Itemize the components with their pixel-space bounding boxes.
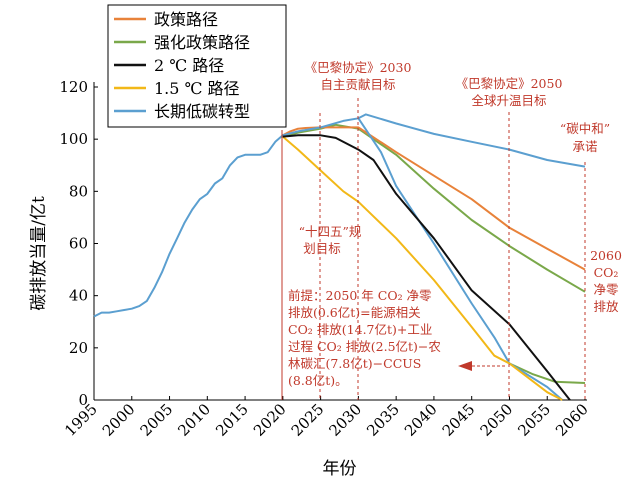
fyp-label-2: 划目标: [303, 241, 341, 256]
y-tick-label: 0: [78, 391, 88, 409]
series-line-5: [509, 362, 586, 384]
x-tick-label: 2000: [99, 400, 139, 440]
y-tick-label: 40: [69, 287, 88, 305]
series-line-3: [282, 135, 563, 401]
premise-line-3: CO₂ 排放(14.7亿t)+工业: [288, 322, 432, 337]
carbon-neutral-label-2: 承诺: [572, 139, 597, 154]
y-axis-title: 碳排放当量/亿t: [29, 196, 49, 311]
y-tick-label: 100: [59, 130, 88, 148]
x-tick-label: 2050: [477, 400, 517, 440]
annotation-layer: 《巴黎协定》2030 自主贡献目标 《巴黎协定》2050 全球升温目标 “碳中和…: [281, 60, 622, 400]
neutral2060-label-3: 净零: [593, 282, 619, 297]
series-line-4: [93, 117, 563, 401]
x-tick-label: 2035: [363, 400, 403, 440]
legend-label: 1.5 ℃ 路径: [154, 79, 240, 98]
premise-line-2: 排放(0.6亿t)=能源相关: [288, 305, 421, 320]
axes: 0204060801001201995200020052010201520202…: [29, 78, 592, 479]
x-tick-label: 2005: [137, 400, 177, 440]
series-layer: [93, 113, 586, 401]
x-tick-label: 2055: [514, 400, 554, 440]
y-tick-label: 80: [69, 182, 88, 200]
x-tick-label: 1995: [61, 400, 101, 440]
premise-line-6: (8.8亿t)。: [288, 373, 348, 388]
x-tick-label: 2030: [325, 400, 365, 440]
neutral2060-label-2: CO₂: [594, 265, 619, 280]
x-tick-label: 2040: [401, 400, 441, 440]
series-line-0: [282, 126, 586, 271]
paris2030-label-2: 自主贡献目标: [320, 77, 395, 92]
fyp-label-1: “十四五”规: [299, 224, 362, 239]
arrow-head-icon: [458, 361, 472, 371]
paris2030-label-1: 《巴黎协定》2030: [305, 60, 412, 75]
neutral2060-label-1: 2060: [590, 248, 622, 263]
series-line-6: [357, 113, 586, 168]
paris2050-label-2: 全球升温目标: [471, 93, 546, 108]
y-tick-label: 120: [59, 78, 88, 96]
legend-label: 强化政策路径: [154, 33, 250, 52]
premise-line-1: 前提：2050 年 CO₂ 净零: [288, 288, 432, 303]
legend-label: 政策路径: [154, 10, 218, 29]
x-tick-label: 2045: [439, 400, 479, 440]
x-tick-label: 2010: [174, 400, 214, 440]
carbon-neutral-label-1: “碳中和”: [560, 121, 610, 136]
x-tick-label: 2020: [250, 400, 290, 440]
premise-line-4: 过程 CO₂ 排放(2.5亿t)−农: [288, 339, 441, 354]
series-line-2: [282, 134, 571, 401]
premise-line-5: 林碳汇(7.8亿t)−CCUS: [288, 356, 421, 371]
y-tick-label: 20: [69, 339, 88, 357]
x-tick-label: 2025: [288, 400, 328, 440]
x-tick-label: 2060: [552, 400, 592, 440]
series-line-1: [282, 123, 586, 293]
x-tick-label: 2015: [212, 400, 252, 440]
neutral2060-label-4: 排放: [593, 299, 619, 314]
legend-label: 2 ℃ 路径: [154, 56, 224, 75]
legend-label: 长期低碳转型: [154, 102, 250, 121]
paris2050-label-1: 《巴黎协定》2050: [456, 76, 563, 91]
x-axis-title: 年份: [323, 459, 357, 479]
y-tick-label: 60: [69, 235, 88, 253]
